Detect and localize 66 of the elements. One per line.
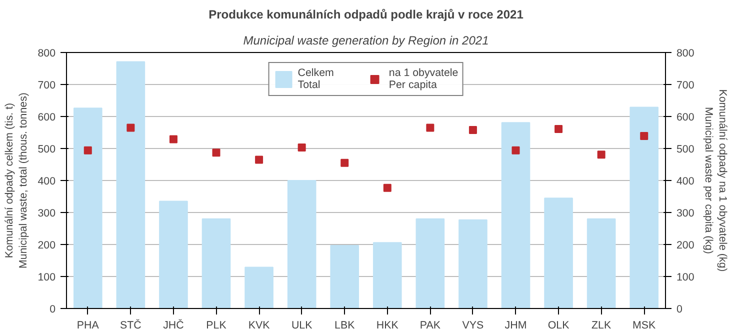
point <box>640 132 648 140</box>
point <box>212 148 220 157</box>
point <box>298 144 306 152</box>
bar <box>159 200 188 308</box>
y-tick-label: 300 <box>38 208 56 220</box>
bar <box>202 218 231 308</box>
point <box>255 156 264 164</box>
y2-tick-label: 600 <box>676 112 694 124</box>
y2-tick-label: 800 <box>676 48 694 60</box>
x-tick-label: JHM <box>504 320 527 332</box>
bar <box>116 61 146 308</box>
y-tick-label: 700 <box>38 80 56 92</box>
x-tick-label: PAK <box>420 320 440 332</box>
x-tick-label: MSK <box>632 320 656 332</box>
y-tick-label: 0 <box>50 304 56 316</box>
y-tick-label: 100 <box>38 272 56 284</box>
y2-tick-label: 400 <box>676 176 694 188</box>
y-tick-label: 200 <box>38 240 56 252</box>
point <box>426 124 434 132</box>
x-tick-label: HKK <box>376 320 398 332</box>
point <box>597 150 606 159</box>
x-tick-label: PHA <box>76 320 100 332</box>
point <box>126 124 135 132</box>
point <box>554 124 563 133</box>
y-tick-label: 400 <box>38 176 56 188</box>
x-tick-label: KVK <box>248 320 270 332</box>
x-tick-label: PLK <box>206 320 226 332</box>
y-tick-label: 500 <box>38 144 56 156</box>
bar <box>372 242 402 308</box>
bar <box>458 219 488 308</box>
legend-label: na 1 obyvatele Per capita <box>388 67 458 91</box>
y2-tick-label: 100 <box>676 272 694 284</box>
chart-title: Produkce komunálních odpadů podle krajů v roce 2021 <box>208 8 524 22</box>
x-tick-label: STČ <box>120 318 142 332</box>
chart-subtitle: Municipal waste generation by Region in 2021 <box>243 34 489 48</box>
y2-tick-label: 0 <box>676 304 682 316</box>
y-tick-label: 800 <box>38 48 56 60</box>
point <box>84 146 92 154</box>
x-tick-label: LBK <box>334 320 355 332</box>
y2-axis-title: Komunální odpady na 1 obyvatele (kg) Municipal waste per capita (kg) <box>702 89 729 272</box>
y2-tick-label: 300 <box>676 208 694 220</box>
y-tick-label: 600 <box>38 112 56 124</box>
y2-tick-label: 500 <box>676 144 694 156</box>
y2-tick-label: 700 <box>676 80 694 92</box>
bar <box>73 108 102 308</box>
bar <box>330 244 360 308</box>
x-tick-label: ULK <box>291 320 312 332</box>
bar <box>416 218 445 308</box>
point <box>340 158 349 167</box>
x-tick-label: VYS <box>462 320 484 332</box>
point <box>512 146 520 154</box>
x-tick-label: OLK <box>548 320 570 332</box>
bar <box>244 266 274 308</box>
legend-label: Celkem Total <box>298 67 334 91</box>
bar <box>630 106 659 308</box>
point <box>383 184 392 192</box>
y-axis-title: Komunální odpady celkem (tis. t) Municipal waste, total (thous. tonnes) <box>3 92 30 268</box>
point <box>169 135 178 144</box>
point <box>468 126 477 134</box>
y2-tick-label: 200 <box>676 240 694 252</box>
x-tick-label: JHČ <box>163 318 184 332</box>
bar <box>544 198 573 308</box>
x-tick-label: ZLK <box>592 320 612 332</box>
bar <box>501 122 530 308</box>
bar <box>586 218 616 308</box>
bar <box>287 180 316 308</box>
